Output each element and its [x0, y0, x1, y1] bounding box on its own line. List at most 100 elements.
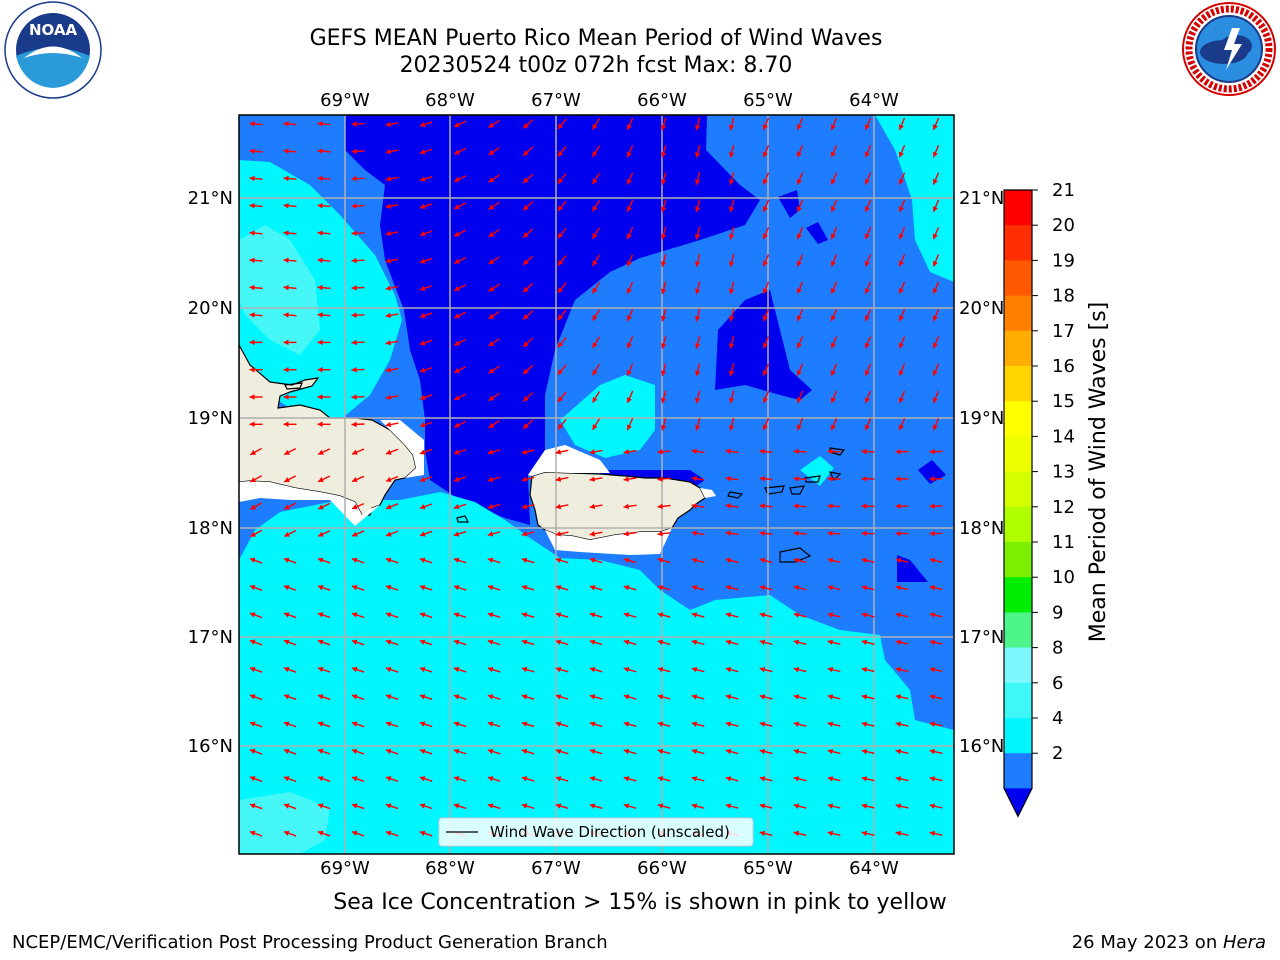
wave-direction-arrowhead	[351, 830, 358, 836]
wave-direction-arrowhead	[759, 585, 766, 591]
lon-labels-top: 69°W 68°W 67°W 66°W 65°W 64°W	[320, 90, 899, 111]
wave-direction-arrowhead	[932, 424, 938, 431]
wave-direction-arrowhead	[385, 449, 392, 455]
wave-direction-arrowhead	[929, 476, 935, 482]
wave-direction-arrowhead	[626, 315, 632, 322]
wave-direction-arrowhead	[657, 585, 664, 591]
wave-direction-arrowhead	[929, 803, 936, 809]
wave-direction-arrowhead	[589, 531, 596, 537]
wave-direction-arrowhead	[660, 424, 667, 431]
wave-direction-arrowhead	[317, 203, 323, 209]
wave-direction-arrowhead	[385, 176, 392, 182]
wave-direction-arrowhead	[657, 503, 663, 510]
colorbar-tick-label: 6	[1052, 673, 1063, 694]
wave-direction-arrowhead	[725, 530, 731, 537]
wave-direction-arrowhead	[691, 585, 698, 591]
wave-direction-arrowhead	[895, 748, 902, 755]
wave-direction-arrowhead	[759, 721, 766, 727]
wave-direction-arrowhead	[454, 367, 460, 373]
wave-direction-arrowhead	[283, 585, 290, 591]
wave-direction-arrowhead	[249, 557, 256, 563]
wave-direction-arrowhead	[283, 121, 289, 127]
wave-direction-arrowhead	[827, 448, 833, 455]
wave-direction-arrowhead	[488, 149, 495, 155]
wave-direction-arrowhead	[592, 123, 598, 130]
wave-direction-arrowhead	[419, 149, 426, 155]
wave-direction-arrowhead	[898, 315, 904, 322]
wave-direction-arrowhead	[283, 230, 289, 236]
colorbar-segment	[1004, 190, 1032, 226]
wave-direction-arrowhead	[385, 639, 392, 645]
lon-label: 64°W	[849, 858, 899, 879]
wave-direction-arrowhead	[487, 694, 494, 700]
wave-direction-arrowhead	[691, 557, 698, 564]
colorbar-segment	[1004, 542, 1032, 578]
wave-direction-arrowhead	[728, 124, 735, 131]
wave-direction-arrowhead	[932, 260, 938, 267]
wave-direction-arrowhead	[454, 286, 460, 291]
wave-direction-arrowhead	[691, 448, 697, 455]
wave-direction-arrowhead	[487, 721, 494, 727]
wave-direction-arrowhead	[555, 449, 562, 455]
wave-direction-arrowhead	[830, 151, 836, 158]
wave-direction-arrowhead	[725, 748, 732, 755]
wave-direction-arrowhead	[759, 748, 766, 755]
wave-direction-arrowhead	[419, 367, 426, 373]
wave-direction-arrowhead	[385, 148, 392, 155]
wave-direction-arrowhead	[419, 531, 426, 537]
lat-label: 18°N	[188, 518, 233, 539]
wave-direction-arrowhead	[691, 639, 698, 645]
wave-direction-arrowhead	[694, 370, 701, 376]
wave-direction-arrowhead	[861, 639, 868, 646]
band-6-8-patch	[239, 225, 320, 355]
wave-direction-arrowhead	[725, 639, 732, 645]
wave-direction-arrowhead	[728, 179, 735, 185]
wave-direction-arrowhead	[488, 422, 495, 428]
wave-direction-arrowhead	[623, 639, 630, 645]
wave-direction-arrowhead	[351, 421, 357, 428]
colorbar-tick-label: 15	[1052, 391, 1075, 412]
wave-direction-arrowhead	[351, 148, 357, 155]
wave-direction-arrowhead	[589, 694, 596, 700]
wave-direction-arrowhead	[589, 557, 596, 564]
wave-direction-arrowhead	[762, 151, 768, 158]
wave-direction-arrowhead	[351, 721, 358, 727]
wave-direction-arrowhead	[762, 370, 768, 376]
wave-direction-arrowhead	[796, 315, 802, 322]
wave-direction-arrowhead	[419, 557, 426, 563]
wave-direction-arrowhead	[419, 285, 426, 291]
wave-direction-arrowhead	[728, 233, 735, 240]
wave-direction-arrowhead	[453, 585, 460, 591]
wave-direction-arrowhead	[793, 830, 800, 837]
wave-direction-arrowhead	[351, 285, 357, 291]
wave-direction-arrowhead	[487, 449, 494, 455]
wave-direction-arrowhead	[793, 585, 800, 591]
wave-direction-arrowhead	[592, 396, 598, 403]
wave-direction-arrowhead	[385, 421, 392, 428]
wave-direction-arrowhead	[454, 176, 460, 182]
wave-direction-arrowhead	[861, 776, 868, 782]
wave-direction-arrowhead	[557, 396, 564, 403]
wave-direction-arrowhead	[895, 694, 902, 700]
wave-direction-arrowhead	[759, 557, 766, 564]
wave-direction-arrowhead	[728, 206, 735, 213]
colorbar-segment	[1004, 612, 1032, 649]
wave-direction-arrowhead	[932, 288, 938, 294]
wave-direction-arrowhead	[249, 175, 255, 182]
wave-direction-arrowhead	[895, 666, 902, 673]
noaa-logo: NOAA	[4, 1, 102, 99]
wave-direction-arrowhead	[487, 776, 494, 782]
wave-direction-arrowhead	[623, 476, 629, 482]
wave-direction-arrowhead	[385, 557, 392, 563]
colorbar-tick-label: 14	[1052, 426, 1075, 447]
wave-direction-arrowhead	[284, 531, 290, 537]
wave-direction-arrowhead	[351, 339, 357, 346]
wave-direction-arrowhead	[827, 830, 834, 837]
wave-direction-arrowhead	[249, 666, 256, 673]
wave-direction-arrowhead	[317, 748, 324, 755]
wave-direction-arrowhead	[454, 204, 460, 210]
wave-direction-arrowhead	[283, 694, 290, 700]
wave-direction-arrowhead	[694, 233, 701, 240]
wave-direction-arrowhead	[249, 148, 255, 154]
lon-label: 69°W	[320, 90, 370, 111]
